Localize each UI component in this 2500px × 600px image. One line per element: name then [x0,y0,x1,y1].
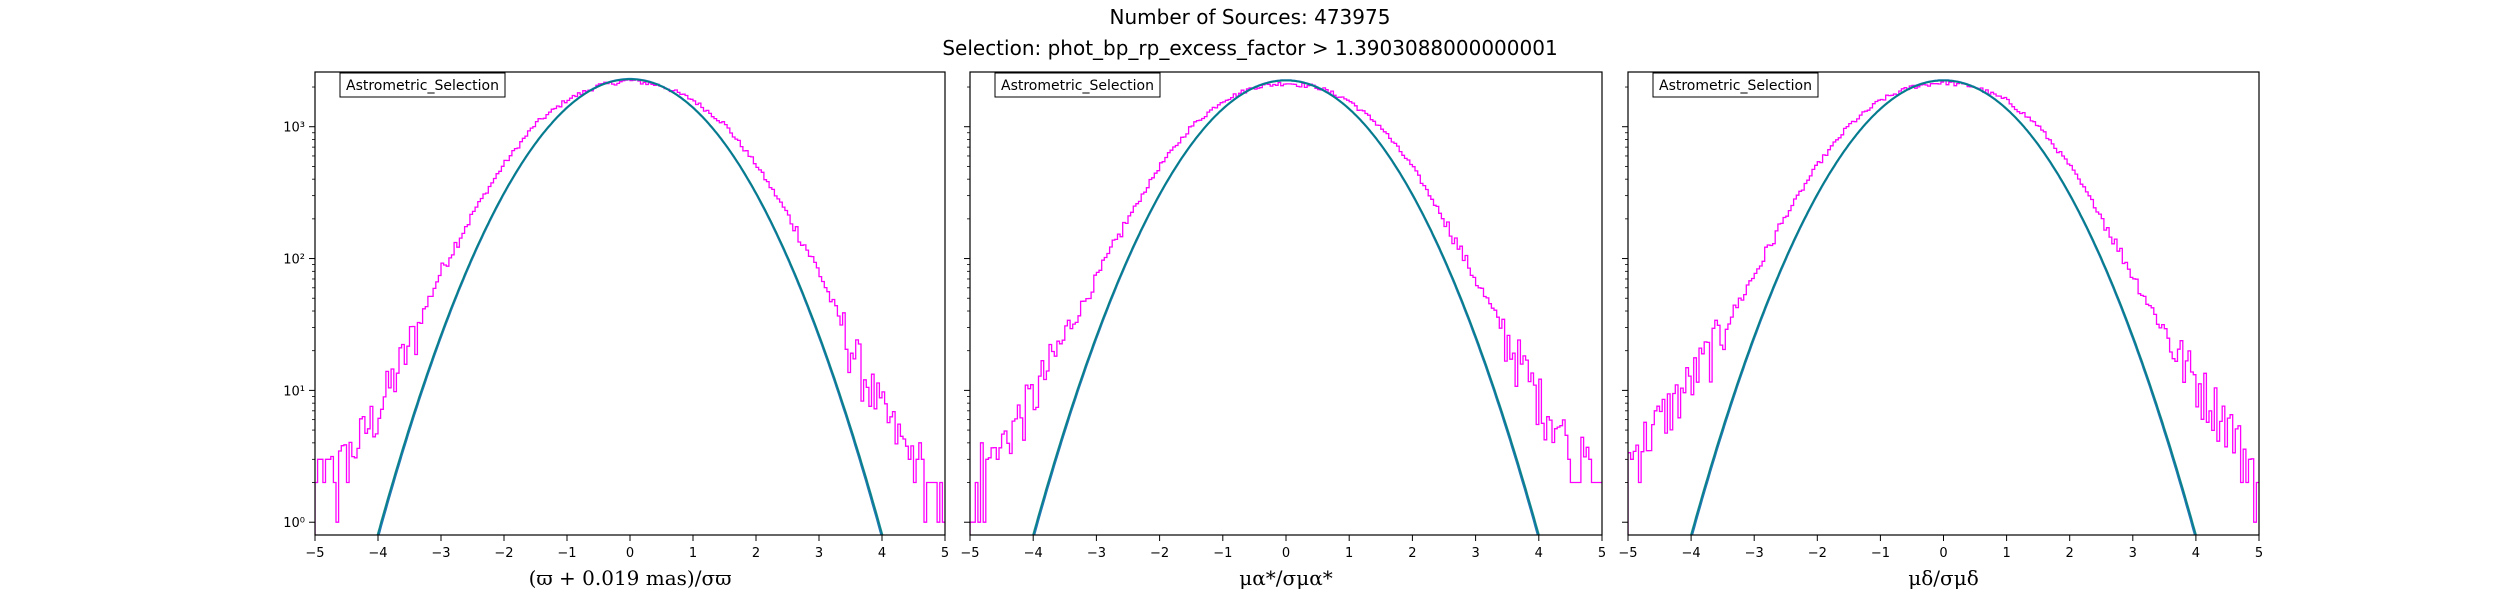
y-tick-label: 10⁰ [283,516,305,531]
x-axis-label: (ϖ + 0.019 mas)/σϖ [529,566,732,590]
chart-panel-right: −5 −4 −3 −2 −1 0 1 2 3 4 5 μδ/σμδ Astrometric_Select… [1618,71,2263,590]
x-tick-label: 3 [2129,546,2137,561]
x-tick-label: 4 [878,546,886,561]
x-tick-label: 1 [1345,546,1353,561]
x-tick-label: 4 [2192,546,2200,561]
axes-frame [969,71,1603,536]
x-tick-label: 2 [752,546,760,561]
x-tick-label: 1 [689,546,697,561]
x-tick-label: −5 [1618,546,1637,561]
y-tick-label: 10¹ [283,384,305,399]
figure-title-line1: Number of Sources: 473975 [1110,5,1391,29]
x-tick-label: −1 [1213,546,1232,561]
histogram-series [970,81,1602,535]
plot-area [970,79,1602,535]
x-tick-label: −4 [368,546,387,561]
legend-box [994,72,1161,98]
x-tick-label: 2 [1408,546,1416,561]
x-tick-label: −2 [494,546,513,561]
x-tick-label: −1 [557,546,576,561]
legend-label: Astrometric_Selection [346,78,499,94]
chart-panel-middle: −5 −4 −3 −2 −1 0 1 2 3 4 5 μα*/σμα* Astrometric_Sele… [960,71,1606,590]
figure-title-line2: Selection: phot_bp_rp_excess_factor > 1.… [942,36,1557,60]
x-tick-label: −5 [960,546,979,561]
plot-area [315,77,945,535]
plot-area [1628,79,2259,535]
gaussian-fit-curve [377,77,883,535]
x-tick-label: −3 [431,546,450,561]
x-tick-label: 4 [1535,546,1543,561]
x-tick-label: 0 [626,546,634,561]
legend-label: Astrometric_Selection [1659,78,1812,94]
legend-label: Astrometric_Selection [1001,78,1154,94]
x-tick-label: 3 [1471,546,1479,561]
x-tick-label: 5 [941,546,949,561]
legend-box [1652,72,1819,98]
y-tick-label: 10³ [283,121,305,136]
x-tick-label: −4 [1024,546,1043,561]
x-tick-label: 5 [1598,546,1606,561]
x-tick-label: −1 [1871,546,1890,561]
x-tick-label: −3 [1745,546,1764,561]
x-tick-label: 1 [2002,546,2010,561]
x-tick-label: −2 [1808,546,1827,561]
x-tick-label: 3 [815,546,823,561]
x-tick-label: −5 [305,546,324,561]
gaussian-fit-overlay-curve [1032,79,1540,535]
x-tick-label: 2 [2066,546,2074,561]
histogram-series [315,78,945,535]
axes-frame [1627,71,2260,536]
y-tick-label: 10² [283,253,305,268]
x-tick-label: −4 [1682,546,1701,561]
chart-panel-left: −5 −4 −3 −2 −1 0 1 2 3 4 5 10⁰ 10¹ 10² 10³ (ϖ + 0.019 m… [283,71,949,590]
gaussian-fit-curve [1690,79,2197,535]
chart-panels: −5 −4 −3 −2 −1 0 1 2 3 4 5 10⁰ 10¹ 10² 10³ (ϖ + 0.019 m… [283,71,2263,590]
gaussian-fit-overlay-curve [376,78,884,535]
x-tick-label: 0 [1939,546,1947,561]
x-tick-label: −3 [1087,546,1106,561]
histogram-series [1628,79,2259,535]
x-axis-label: μα*/σμα* [1239,566,1332,590]
gaussian-fit-overlay-curve [1690,79,2197,535]
x-tick-label: 0 [1282,546,1290,561]
gaussian-fit-curve [1032,79,1540,535]
x-tick-label: 5 [2255,546,2263,561]
axes-frame [314,71,946,536]
x-axis-label: μδ/σμδ [1908,566,1978,590]
legend-box [339,72,506,98]
x-tick-label: −2 [1150,546,1169,561]
